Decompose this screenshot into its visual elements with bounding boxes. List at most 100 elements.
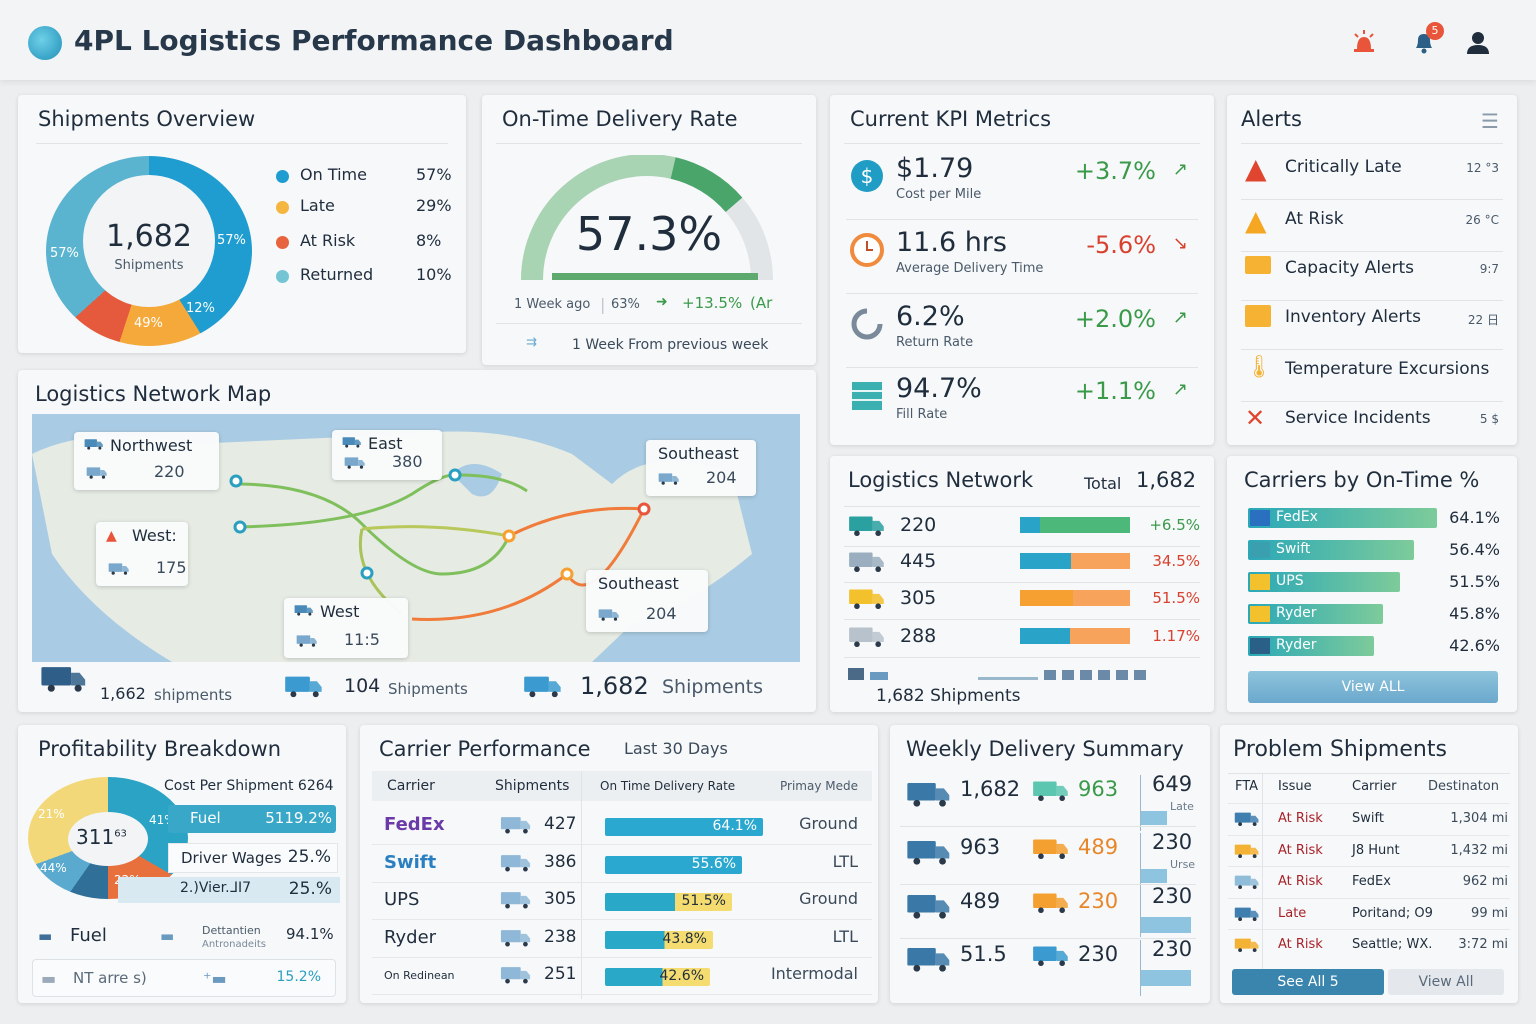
weekly-label: Late — [1170, 800, 1194, 813]
kpi-label: Cost per Mile — [896, 187, 982, 202]
rate-value: 55.6% — [691, 855, 737, 872]
map-node[interactable] — [448, 468, 462, 482]
kpi-change: +2.0% — [1074, 305, 1156, 333]
destination: 1,432 mi — [1450, 842, 1508, 858]
panel-title: Logistics Network Map — [35, 382, 272, 406]
truck-icon — [342, 436, 362, 452]
dollar-icon: $ — [850, 159, 884, 197]
profit-row-label: Fuel — [190, 809, 221, 827]
map-region-card[interactable]: West 11:5 — [284, 598, 408, 658]
map-region-card[interactable]: Southeast 204 — [646, 440, 756, 496]
map-node[interactable] — [637, 502, 651, 516]
total-value: 1,682 — [1136, 468, 1197, 492]
fleet-icons — [848, 668, 1146, 680]
table-row[interactable]: Ryder 238 43.8% LTL — [372, 922, 872, 958]
profit-center-number: 311 — [76, 825, 115, 849]
table-row[interactable]: FedEx 427 64.1% Ground — [372, 809, 872, 845]
kpi-label: Return Rate — [896, 335, 974, 350]
map-node[interactable] — [229, 474, 243, 488]
truck-icon — [848, 587, 886, 614]
carrier-logo: FedEx — [384, 814, 445, 835]
destination: 3:72 mi — [1458, 937, 1508, 953]
table-row[interactable]: UPS 305 51.5% Ground — [372, 884, 872, 920]
table-row[interactable]: On Redinean 251 42.6% Intermodal — [372, 959, 872, 995]
truck-icon — [848, 625, 886, 652]
alert-label[interactable]: Critically Late — [1285, 157, 1402, 177]
carrier-performance-panel: Carrier Performance Last 30 Days Carrier… — [360, 725, 878, 1003]
segment-label: 57% — [217, 233, 246, 248]
menu-icon[interactable]: ☰ — [1481, 109, 1499, 133]
truck-icon — [523, 674, 563, 702]
on-time-gauge — [521, 155, 773, 281]
alert-label[interactable]: At Risk — [1285, 209, 1344, 229]
issue-status: At Risk — [1278, 811, 1323, 826]
alert-label[interactable]: Temperature Excursions — [1285, 359, 1490, 379]
divider — [846, 219, 1198, 220]
table-row[interactable]: At Risk Seattle; WX. 3:72 mi — [1228, 929, 1510, 960]
truck-icon — [500, 853, 532, 876]
table-row[interactable]: At Risk FedEx 962 mi — [1228, 866, 1510, 897]
carrier-name: Ryder — [1276, 605, 1317, 621]
map-region-card[interactable]: Northwest 220 — [74, 432, 219, 490]
table-row[interactable]: At Risk J8 Hunt 1,432 mi — [1228, 834, 1510, 866]
profit-row-value: 25.% — [287, 847, 331, 867]
divider — [1241, 199, 1503, 200]
other-label: NT arre s) — [73, 969, 147, 987]
rate-bar: 42.6% — [605, 968, 710, 986]
alert-label[interactable]: Capacity Alerts — [1285, 258, 1415, 278]
map-node[interactable] — [233, 520, 247, 534]
carrier-logo-icon — [1250, 606, 1270, 622]
alert-label[interactable]: Service Incidents — [1285, 408, 1431, 428]
rate-bar: 55.6% — [605, 855, 743, 874]
view-all-button[interactable]: View All — [1388, 969, 1504, 995]
user-icon[interactable] — [1464, 28, 1492, 56]
rate-bar: 64.1% — [605, 818, 763, 836]
on-time-value: 57.3% — [575, 207, 723, 261]
network-bar-primary — [1020, 517, 1040, 533]
map-node[interactable] — [502, 529, 516, 543]
truck-icon — [1234, 874, 1260, 894]
warning-icon: ▲ — [106, 528, 117, 544]
divider — [844, 546, 1200, 547]
segment-label: 49% — [134, 316, 163, 331]
profit-row-other: 2.)Vier.ᒧI7 25.% — [118, 877, 340, 903]
kpi-change: +3.7% — [1074, 157, 1156, 185]
alert-label[interactable]: Inventory Alerts — [1285, 307, 1421, 327]
weekly-value: 230 — [1152, 884, 1193, 908]
carrier-bar[interactable]: FedEx — [1248, 508, 1438, 528]
region-value: 380 — [392, 452, 423, 471]
map-node[interactable] — [360, 566, 374, 580]
see-all-button[interactable]: See All 5 — [1232, 969, 1384, 995]
refresh-icon — [850, 307, 884, 345]
map-node[interactable] — [560, 567, 574, 581]
carrier-bar[interactable]: Swift — [1248, 540, 1415, 560]
profit-row-value: 5119.2% — [265, 809, 332, 827]
table-row[interactable]: Swift 386 55.6% LTL — [372, 847, 872, 883]
map-region-card[interactable]: Southeast 204 — [586, 570, 708, 632]
network-count: 445 — [900, 550, 937, 572]
issue-status: At Risk — [1278, 842, 1323, 858]
carrier-bar[interactable]: Ryder — [1248, 636, 1374, 656]
trend-up-icon: ↗ — [1172, 307, 1188, 328]
footer-value: 104 — [344, 675, 381, 697]
truck-icon — [84, 438, 104, 454]
carriers-on-time-panel: Carriers by On-Time % View ALL FedEx 64.1… — [1227, 456, 1517, 712]
divider — [900, 938, 1196, 939]
legend-label: At Risk — [300, 231, 356, 250]
region-value: 220 — [154, 462, 185, 481]
table-row[interactable]: Late Poritand; O9 99 mi — [1228, 897, 1510, 929]
issue-status: Late — [1278, 905, 1307, 921]
kpi-value: 94.7% — [896, 373, 982, 404]
view-all-button[interactable]: View ALL — [1248, 671, 1498, 703]
table-row[interactable]: At Risk Swift 1,304 mi — [1228, 803, 1510, 834]
map-region-card[interactable]: East 380 — [332, 430, 442, 480]
footer-label: Shipments — [388, 680, 468, 698]
carrier-bar[interactable]: UPS — [1248, 572, 1400, 592]
week-ago-label: 1 Week ago — [514, 297, 591, 312]
truck-icon: ▬ — [38, 927, 53, 945]
carrier-bar[interactable]: Ryder — [1248, 604, 1384, 624]
alarm-icon[interactable] — [1350, 28, 1378, 56]
map-region-card[interactable]: ▲ West: 175 — [96, 522, 188, 586]
weekly-bar — [1141, 917, 1191, 933]
kpi-metrics-panel: Current KPI Metrics $ $1.79 Cost per Mile +… — [830, 95, 1214, 445]
